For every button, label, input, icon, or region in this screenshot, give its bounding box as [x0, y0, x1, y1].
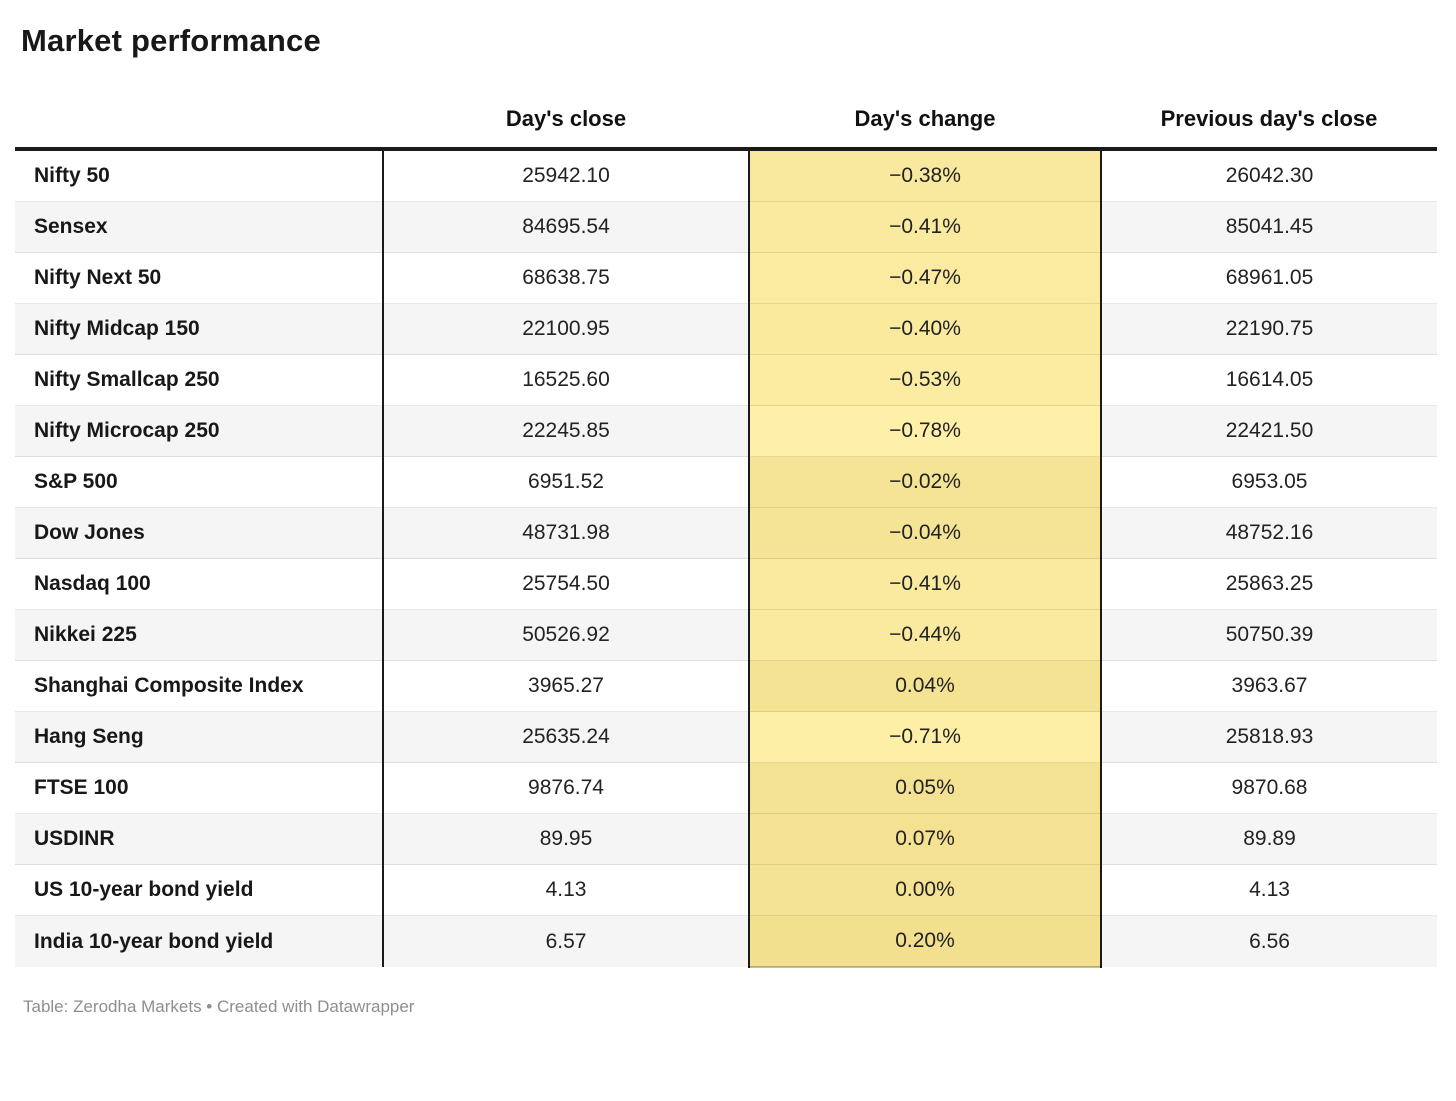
days-close-cell: 89.95: [382, 813, 749, 865]
days-change-cell: −0.40%: [748, 303, 1102, 355]
previous-days-close-cell: 26042.30: [1225, 164, 1314, 187]
row-label: Nasdaq 100: [15, 558, 383, 610]
row-label: Dow Jones: [15, 507, 383, 559]
days-change-cell: −0.71%: [748, 711, 1102, 763]
column-header-blank: [15, 60, 383, 151]
table-row: Sensex 84695.54 −0.41% 85041.45: [15, 201, 1437, 253]
table-header-row: Day's close Day's change Previous day's …: [15, 60, 1437, 151]
market-performance-table: Day's close Day's change Previous day's …: [15, 60, 1437, 968]
table-header: Day's close Day's change Previous day's …: [15, 60, 1437, 151]
table-row: Nasdaq 100 25754.50 −0.41% 25863.25: [15, 558, 1437, 610]
row-label: Nikkei 225: [15, 609, 383, 661]
days-close-cell: 25754.50: [382, 558, 749, 610]
days-close-cell: 9876.74: [382, 762, 749, 814]
row-label: Sensex: [15, 201, 383, 253]
previous-days-close-cell: 6953.05: [1101, 456, 1437, 508]
table-body: Nifty 50 25942.10 −0.38% 26042.30 Sensex 8469…: [15, 149, 1437, 968]
previous-days-close-cell: 6.56: [1101, 915, 1437, 967]
page-title: Market performance: [21, 23, 321, 58]
table-row: Hang Seng 25635.24 −0.71% 25818.93: [15, 711, 1437, 763]
table-row: S&P 500 6951.52 −0.02% 6953.05: [15, 456, 1437, 508]
days-close-cell: 6.57: [382, 915, 749, 967]
row-label: US 10-year bond yield: [15, 864, 383, 916]
previous-days-close-cell: 25818.93: [1101, 711, 1437, 763]
table-row: Nifty Smallcap 250 16525.60 −0.53% 16614.05: [15, 354, 1437, 406]
table-row: Nifty Midcap 150 22100.95 −0.40% 22190.75: [15, 303, 1437, 355]
days-change-cell: −0.78%: [748, 405, 1102, 457]
days-close-cell: 3965.27: [382, 660, 749, 712]
row-label: S&P 500: [15, 456, 383, 508]
days-close-cell: 84695.54: [382, 201, 749, 253]
table-row: Nikkei 225 50526.92 −0.44% 50750.39: [15, 609, 1437, 661]
previous-days-close-cell: 48752.16: [1101, 507, 1437, 559]
previous-days-close-cell: 3963.67: [1101, 660, 1437, 712]
previous-days-close-cell: 22421.50: [1101, 405, 1437, 457]
days-close-cell: 16525.60: [382, 354, 749, 406]
column-header-previous-days-close: Previous day's close: [1101, 60, 1437, 151]
days-change-cell: 0.05%: [748, 762, 1102, 814]
days-close-cell: 25942.10: [382, 149, 749, 202]
row-label: Nifty Smallcap 250: [15, 354, 383, 406]
row-label: Nifty Midcap 150: [15, 303, 383, 355]
table-row: Nifty Microcap 250 22245.85 −0.78% 22421.50: [15, 405, 1437, 457]
row-label: Nifty 50: [34, 164, 110, 187]
row-label: Hang Seng: [15, 711, 383, 763]
previous-days-close-cell: 85041.45: [1101, 201, 1437, 253]
days-change-cell: −0.04%: [748, 507, 1102, 559]
days-close-cell: 6951.52: [382, 456, 749, 508]
table-row: Nifty 50 25942.10 −0.38% 26042.30: [15, 149, 1437, 202]
table-row: Shanghai Composite Index 3965.27 0.04% 3963…: [15, 660, 1437, 712]
row-label: USDINR: [15, 813, 383, 865]
table-row: India 10-year bond yield 6.57 0.20% 6.56: [15, 915, 1437, 968]
row-label: India 10-year bond yield: [15, 915, 383, 967]
table-row: FTSE 100 9876.74 0.05% 9870.68: [15, 762, 1437, 814]
row-label: Nifty Next 50: [15, 252, 383, 304]
days-close-cell: 4.13: [382, 864, 749, 916]
days-change-cell: −0.44%: [748, 609, 1102, 661]
days-close-cell: 50526.92: [382, 609, 749, 661]
previous-days-close-cell: 25863.25: [1101, 558, 1437, 610]
days-close-cell: 48731.98: [382, 507, 749, 559]
table-row: USDINR 89.95 0.07% 89.89: [15, 813, 1437, 865]
previous-days-close-cell: 89.89: [1101, 813, 1437, 865]
table-row: US 10-year bond yield 4.13 0.00% 4.13: [15, 864, 1437, 916]
previous-days-close-cell: 68961.05: [1101, 252, 1437, 304]
days-close-cell: 22100.95: [382, 303, 749, 355]
days-change-cell: −0.41%: [748, 201, 1102, 253]
days-change-cell: −0.53%: [748, 354, 1102, 406]
previous-days-close-cell: 9870.68: [1101, 762, 1437, 814]
previous-days-close-cell: 16614.05: [1101, 354, 1437, 406]
days-close-cell: 22245.85: [382, 405, 749, 457]
previous-days-close-cell: 4.13: [1101, 864, 1437, 916]
days-close-cell: 68638.75: [382, 252, 749, 304]
days-change-cell: −0.02%: [748, 456, 1102, 508]
row-label: FTSE 100: [15, 762, 383, 814]
table-row: Nifty Next 50 68638.75 −0.47% 68961.05: [15, 252, 1437, 304]
previous-days-close-cell: 22190.75: [1101, 303, 1437, 355]
days-close-cell: 25635.24: [382, 711, 749, 763]
table-attribution: Table: Zerodha Markets • Created with Da…: [23, 997, 415, 1016]
days-change-cell: 0.00%: [748, 864, 1102, 916]
days-change-cell: −0.38%: [748, 149, 1102, 202]
days-change-cell: 0.04%: [748, 660, 1102, 712]
days-change-cell: −0.41%: [748, 558, 1102, 610]
previous-days-close-cell: 50750.39: [1101, 609, 1437, 661]
days-change-cell: 0.07%: [748, 813, 1102, 865]
row-label: Shanghai Composite Index: [15, 660, 383, 712]
table-row: Dow Jones 48731.98 −0.04% 48752.16: [15, 507, 1437, 559]
column-header-days-change: Day's change: [749, 60, 1101, 151]
days-change-cell: 0.20%: [748, 915, 1102, 968]
column-header-days-close: Day's close: [383, 60, 749, 151]
days-change-cell: −0.47%: [748, 252, 1102, 304]
row-label: Nifty Microcap 250: [15, 405, 383, 457]
